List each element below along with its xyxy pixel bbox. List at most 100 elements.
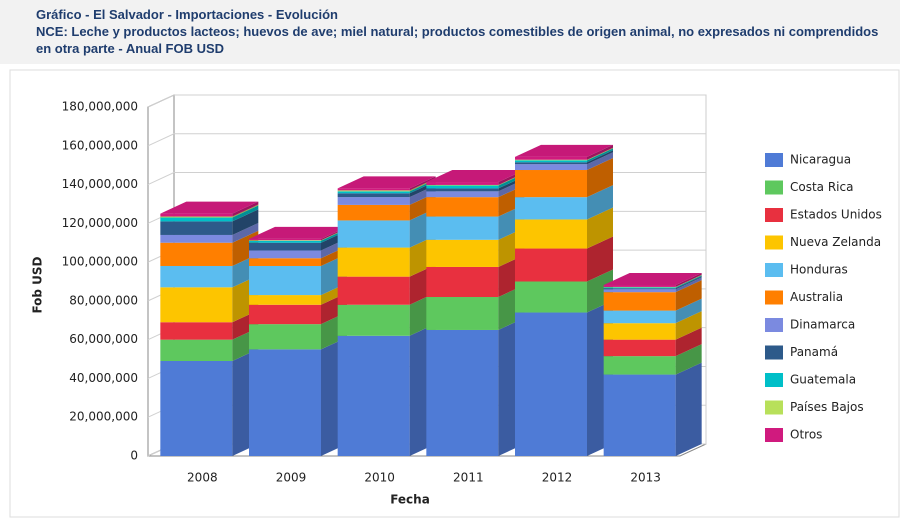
bar-side xyxy=(675,276,702,290)
bar-segment xyxy=(337,323,436,456)
x-axis-label: Fecha xyxy=(390,493,430,507)
bar-segment xyxy=(603,298,702,324)
bar-side xyxy=(675,311,702,340)
bar-front xyxy=(249,349,321,456)
bar-front xyxy=(249,242,321,251)
bar-front xyxy=(426,239,499,267)
legend-swatch xyxy=(765,180,783,195)
bar-segment xyxy=(603,275,702,289)
legend-swatch xyxy=(765,428,783,442)
bar-side xyxy=(675,344,702,375)
bar-front xyxy=(515,248,587,282)
y-tick-label: 140,000,000 xyxy=(62,177,138,191)
bar-segment xyxy=(603,277,702,293)
legend-label: Costa Rica xyxy=(790,180,853,194)
bar-segment xyxy=(515,269,613,313)
bar-front xyxy=(160,339,233,361)
bar-front xyxy=(426,184,499,186)
bar-segment xyxy=(160,205,259,222)
x-tick-label: 2009 xyxy=(276,471,307,485)
y-axis-label: Fob USD xyxy=(31,256,45,313)
bar-segment xyxy=(426,317,525,456)
legend-swatch xyxy=(765,373,783,387)
bar-segment xyxy=(603,272,702,287)
bar-side xyxy=(409,176,436,191)
bar-side xyxy=(587,207,613,249)
bar-segment xyxy=(603,276,702,290)
legend-swatch xyxy=(765,318,783,332)
bar-segment xyxy=(515,147,613,161)
bar-front xyxy=(515,197,587,220)
bar-side xyxy=(232,222,259,243)
bar-front xyxy=(603,339,676,357)
bar-side xyxy=(587,147,613,161)
bar-side xyxy=(587,158,613,198)
bar-top xyxy=(515,144,613,157)
bar-front xyxy=(603,374,676,456)
bar-front xyxy=(426,329,499,456)
bar-segment xyxy=(515,236,613,282)
bar-front xyxy=(426,188,499,192)
bar-side xyxy=(675,298,702,324)
bar-segment xyxy=(515,185,613,220)
bar-front xyxy=(160,217,233,222)
y-tick-label: 180,000,000 xyxy=(62,100,138,114)
bar-top xyxy=(337,176,436,189)
bar-front xyxy=(603,356,676,375)
y-tick-label: 80,000,000 xyxy=(69,293,138,307)
legend-label: Dinamarca xyxy=(790,318,855,332)
x-tick-label: 2013 xyxy=(630,471,661,485)
bar-top xyxy=(249,226,347,239)
bar-front xyxy=(426,185,499,189)
legend-swatch xyxy=(765,153,783,167)
bar-front xyxy=(337,191,410,194)
bar-side xyxy=(675,327,702,357)
bar-segment xyxy=(603,311,702,340)
bar-side xyxy=(675,272,702,287)
y-tick-label: 100,000,000 xyxy=(62,255,138,269)
bar-side xyxy=(232,201,259,217)
legend-label: Guatemala xyxy=(790,373,856,387)
bar-segment xyxy=(515,144,613,160)
bar-front xyxy=(426,182,499,185)
bar-front xyxy=(337,247,410,277)
bar-segment xyxy=(515,207,613,249)
bar-front xyxy=(337,188,410,191)
bar-front xyxy=(515,164,587,171)
y-tick-label: 0 xyxy=(130,449,138,463)
bar-front xyxy=(249,250,321,259)
bar-front xyxy=(603,289,676,293)
bar-front xyxy=(515,160,587,163)
bar-front xyxy=(337,220,410,248)
bar-front xyxy=(515,162,587,165)
bar-segment xyxy=(603,362,702,456)
bar-segment xyxy=(160,209,259,235)
legend-swatch xyxy=(765,400,783,415)
bar-front xyxy=(160,242,233,266)
bar-segment xyxy=(160,222,259,243)
bar-segment xyxy=(515,150,613,165)
bar-front xyxy=(249,240,321,243)
bar-segment xyxy=(160,204,259,218)
bar-front xyxy=(160,213,233,217)
bar-top xyxy=(160,201,259,214)
x-tick-label: 2008 xyxy=(187,471,218,485)
bar-side xyxy=(675,277,702,293)
x-tick-label: 2012 xyxy=(542,471,573,485)
bar-front xyxy=(515,312,587,456)
bar-segment xyxy=(603,327,702,357)
bar-front xyxy=(337,276,410,305)
bar-front xyxy=(603,310,676,324)
legend-swatch xyxy=(765,235,783,250)
bar-side xyxy=(587,144,613,160)
bar-front xyxy=(249,265,321,296)
legend-label: Australia xyxy=(790,290,843,304)
bar-side xyxy=(232,209,259,235)
legend-label: Nueva Zelanda xyxy=(790,235,881,249)
bar-segment xyxy=(515,158,613,198)
grid-line xyxy=(147,94,706,108)
bar-front xyxy=(160,216,233,218)
bar-front xyxy=(515,156,587,160)
bar-front xyxy=(337,304,410,336)
